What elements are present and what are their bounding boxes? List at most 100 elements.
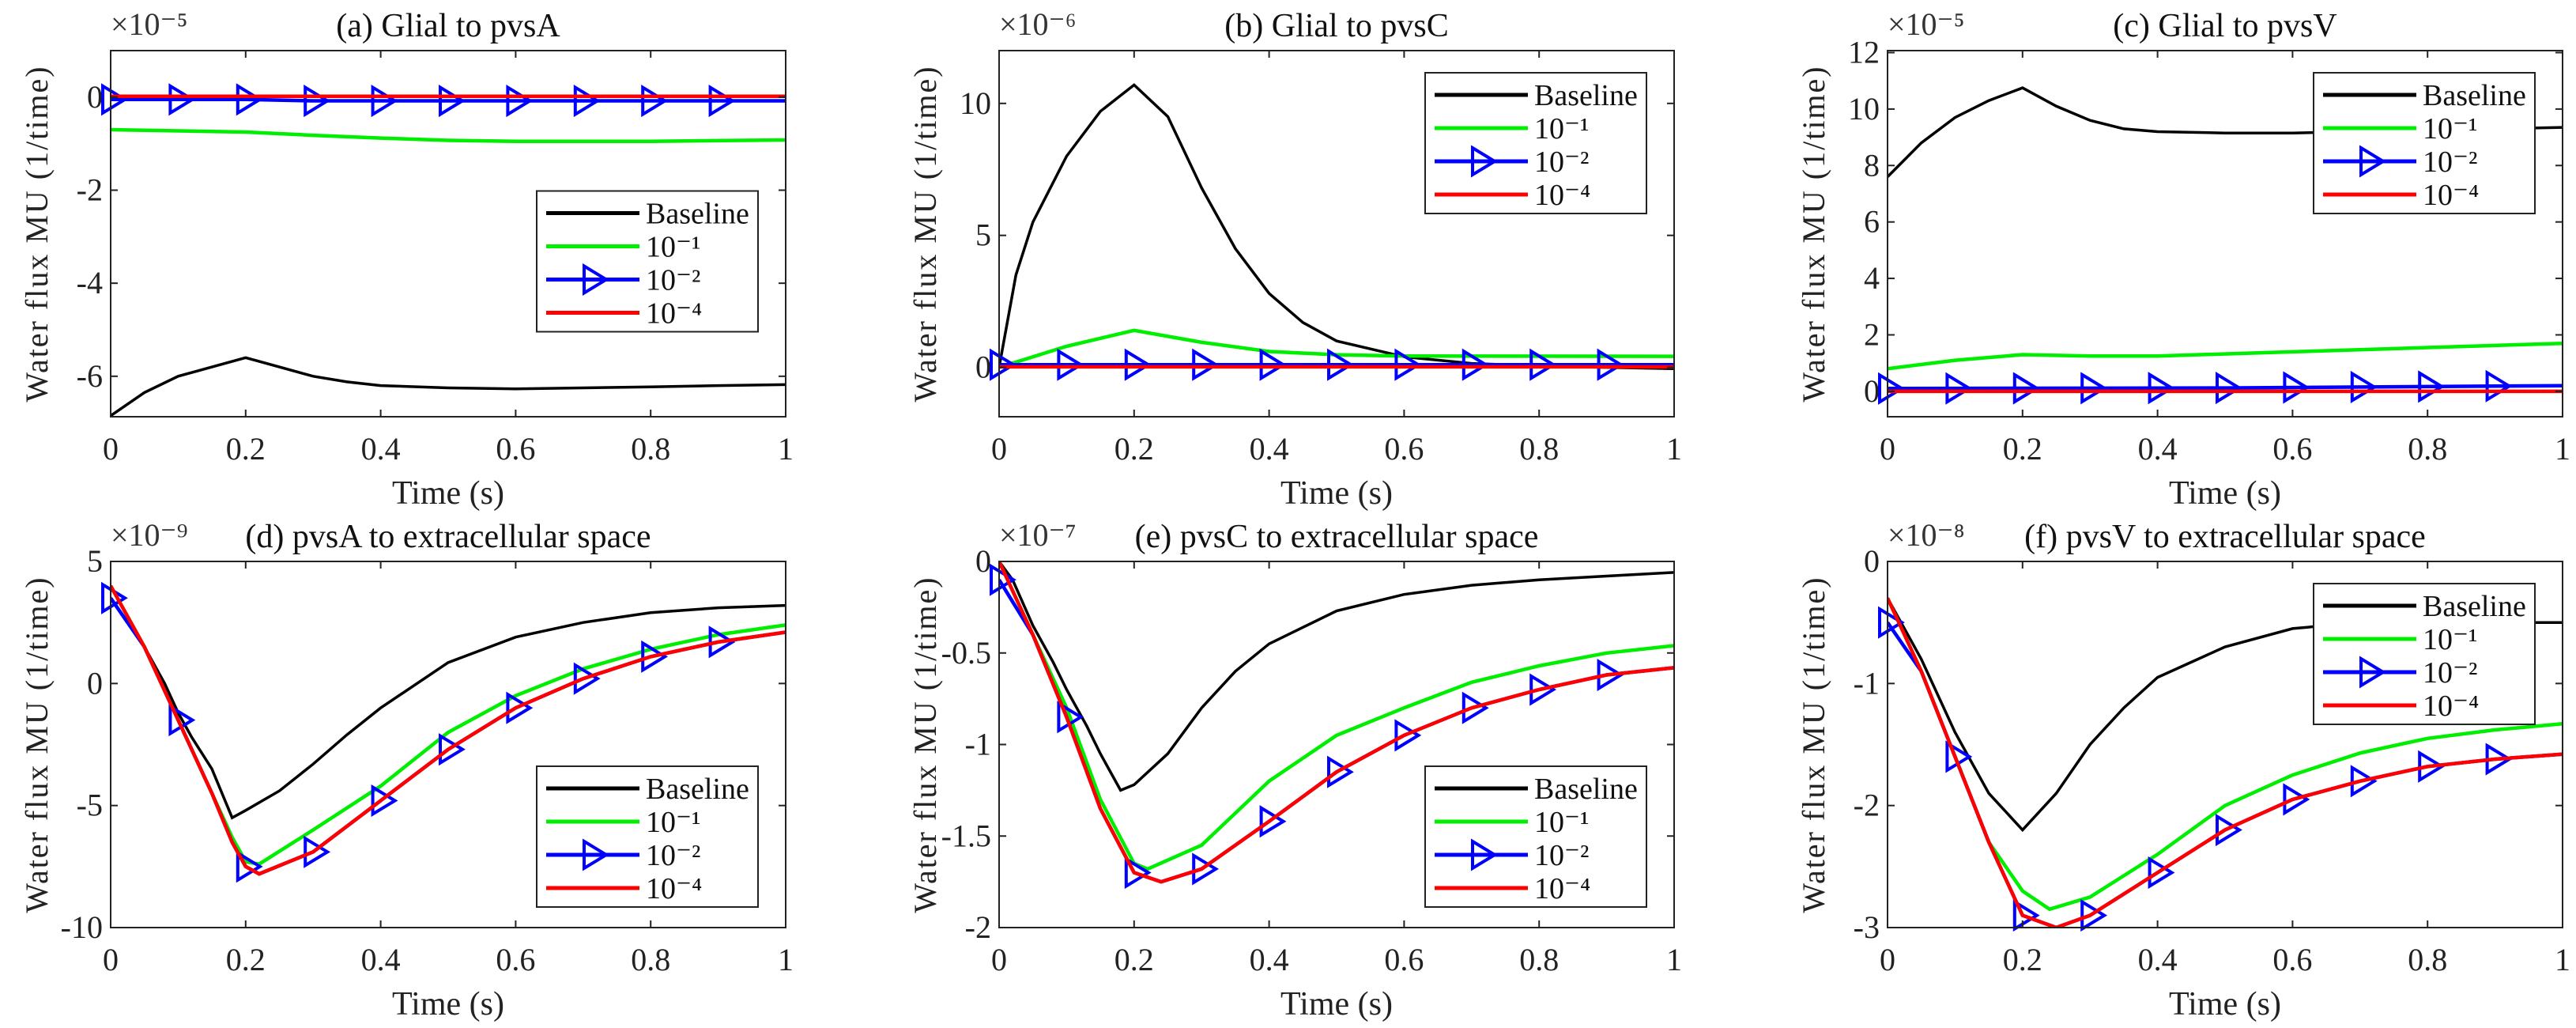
x-tick-label: 0.2: [226, 431, 266, 467]
series-marker: [2216, 813, 2242, 847]
legend-label: 10⁻¹: [646, 231, 700, 264]
legend-label: 10⁻¹: [2423, 112, 2477, 146]
x-tick-label: 0.6: [496, 942, 535, 977]
legend-marker: [583, 263, 609, 297]
x-tick-label: 0.4: [361, 431, 401, 467]
legend-label: 10⁻²: [646, 264, 700, 297]
legend-marker: [1471, 838, 1498, 871]
legend-label: Baseline: [646, 773, 749, 806]
subplot-a: 0 0.2 0.4 0.6 0.8 1 0 -2 -4 -6 (a) Glial to pvsA ×1…: [19, 6, 794, 512]
series-marker: [304, 835, 331, 868]
series-marker: [2216, 372, 2242, 405]
series-marker: [1124, 856, 1152, 890]
y-axis-label: Water flux MU (1/time): [19, 576, 55, 913]
y-tick-label: 0: [87, 665, 103, 701]
x-tick-label: 0.6: [1384, 942, 1424, 977]
series-marker: [990, 348, 1016, 381]
series-marker: [1597, 348, 1624, 381]
series-marker: [1192, 852, 1220, 886]
x-tick-label: 0.8: [2408, 942, 2447, 977]
series-marker: [1945, 372, 1973, 405]
series-marker: [506, 691, 534, 724]
series-marker: [2012, 372, 2040, 405]
y-axis-label: Water flux MU (1/time): [907, 576, 943, 913]
y-tick-label: -0.5: [941, 635, 991, 671]
x-tick-label: 0.4: [2138, 431, 2178, 467]
x-tick-label: 0.8: [631, 942, 670, 977]
y-tick-label: 4: [1864, 260, 1880, 296]
x-tick-label: 0.2: [2003, 942, 2042, 977]
series-marker: [573, 662, 601, 695]
series-marker: [1124, 348, 1152, 381]
legend-marker: [583, 838, 609, 871]
x-axis-label: Time (s): [2169, 986, 2281, 1022]
series-marker: [1192, 348, 1220, 381]
series-marker: [236, 850, 263, 883]
series-marker: [641, 640, 669, 673]
series-line-1: [1888, 341, 2563, 371]
y-axis-label: Water flux MU (1/time): [1796, 65, 1831, 402]
series-marker: [1878, 606, 1905, 639]
x-axis-label: Time (s): [392, 986, 504, 1022]
x-tick-label: 0.4: [361, 942, 401, 977]
series-marker: [506, 84, 534, 118]
series-marker: [1394, 348, 1422, 381]
subplot-title: (f) pvsV to extracellular space: [2024, 519, 2426, 555]
legend-label: Baseline: [1534, 79, 1638, 112]
legend-label: 10⁻⁴: [646, 872, 702, 905]
y-axis-label: Water flux MU (1/time): [907, 65, 943, 402]
x-tick-label: 0.8: [2408, 431, 2447, 467]
x-tick-label: 0.2: [1115, 942, 1154, 977]
series-marker: [2283, 783, 2310, 816]
legend-label: 10⁻²: [2423, 146, 2477, 179]
series-marker: [1878, 372, 1905, 405]
series-marker: [573, 84, 601, 118]
x-tick-label: 0: [1880, 431, 1895, 467]
legend-label: Baseline: [1534, 773, 1638, 806]
x-axis-label: Time (s): [1280, 986, 1393, 1022]
axes-box: [1887, 50, 2563, 418]
x-tick-label: 0.6: [1384, 431, 1424, 467]
legend-marker: [2359, 656, 2386, 689]
series-marker: [1461, 691, 1489, 724]
series-line-1: [999, 328, 1674, 369]
series-marker: [2283, 371, 2310, 404]
y-tick-label: -3: [1854, 909, 1880, 945]
series-line-1: [111, 127, 786, 143]
series-marker: [236, 83, 263, 116]
x-tick-label: 0.6: [496, 431, 535, 467]
series-line-2: [111, 97, 786, 103]
y-tick-label: -2: [1854, 788, 1880, 823]
x-tick-label: 0.2: [2003, 431, 2042, 467]
series-marker: [2148, 372, 2175, 405]
y-axis-label: Water flux MU (1/time): [1796, 576, 1831, 913]
series-line-3: [1888, 597, 2563, 928]
x-tick-label: 0: [103, 431, 119, 467]
series-marker: [168, 83, 196, 116]
legend-label: 10⁻¹: [646, 806, 700, 839]
x-tick-label: 0.8: [631, 431, 670, 467]
subplot-e: 0 0.2 0.4 0.6 0.8 1 0 -0.5 -1 -1.5 -2 (e) pvsC to e…: [907, 517, 1682, 1022]
axes-box: [110, 561, 786, 928]
series-marker: [2148, 856, 2175, 890]
x-tick-label: 0: [991, 942, 1007, 977]
y-tick-label: -2: [77, 172, 103, 207]
series-line-0: [999, 561, 1674, 792]
series-marker: [101, 83, 128, 116]
y-tick-label: 12: [1848, 34, 1880, 70]
y-tick-label: 10: [1848, 91, 1880, 127]
subplot-f: 0 0.2 0.4 0.6 0.8 1 0 -1 -2 -3 (f) pvsV to extrace…: [1796, 517, 2570, 1022]
subplot-title: (c) Glial to pvsV: [2113, 8, 2337, 44]
legend-label: 10⁻⁴: [2423, 179, 2479, 212]
x-tick-label: 1: [778, 431, 794, 467]
y-tick-label: 5: [87, 543, 103, 579]
series-marker: [708, 84, 736, 118]
legend-label: 10⁻⁴: [2423, 690, 2479, 723]
y-exponent-label: ×10⁻⁷: [999, 517, 1077, 553]
legend-label: 10⁻²: [646, 839, 700, 872]
legend-label: 10⁻⁴: [1534, 872, 1590, 905]
